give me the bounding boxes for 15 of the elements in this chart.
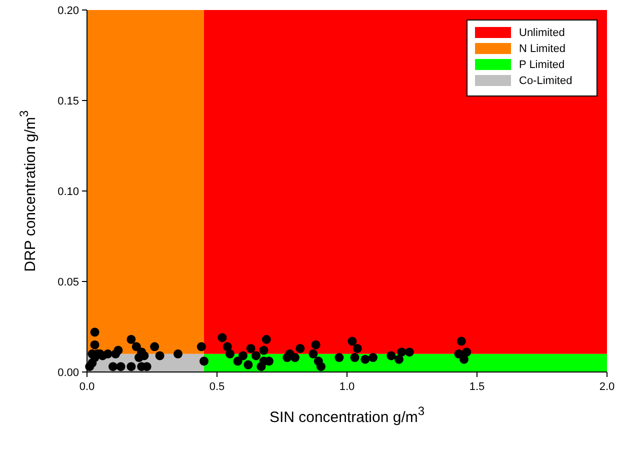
legend-label: P Limited — [519, 59, 565, 71]
y-tick-label: 0.00 — [58, 367, 79, 379]
legend-label: Co-Limited — [519, 75, 572, 87]
x-axis-title: SIN concentration g/m$^{3}$ — [269, 404, 425, 426]
y-tick-label: 0.20 — [58, 5, 79, 17]
y-tick-label: 0.15 — [58, 96, 79, 108]
y-tick-label: 0.05 — [58, 276, 79, 288]
legend-label: N Limited — [519, 43, 566, 55]
legend-label: Unlimited — [519, 27, 565, 39]
x-tick-label: 0.5 — [209, 381, 225, 393]
x-tick-label: 0.0 — [79, 381, 95, 393]
y-tick-label: 0.10 — [58, 186, 79, 198]
x-tick-label: 1.0 — [339, 381, 355, 393]
x-tick-label: 2.0 — [599, 381, 615, 393]
x-tick-label: 1.5 — [469, 381, 485, 393]
